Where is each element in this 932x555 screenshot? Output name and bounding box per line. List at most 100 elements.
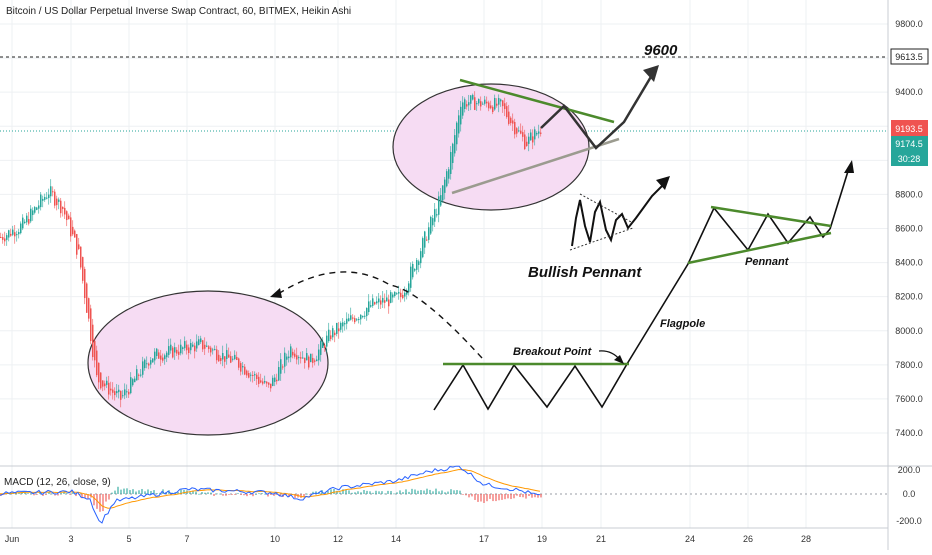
candle-body bbox=[208, 346, 210, 350]
time-tick-label: 14 bbox=[391, 534, 401, 544]
macd-histogram-bar bbox=[450, 489, 452, 494]
candles bbox=[0, 91, 542, 408]
price-tick-label: 8600.0 bbox=[895, 224, 923, 234]
candle-body bbox=[12, 229, 14, 235]
candle-body bbox=[442, 185, 444, 201]
candle-body bbox=[410, 266, 412, 288]
macd-histogram-bar bbox=[51, 493, 53, 495]
candle-body bbox=[290, 346, 292, 358]
macd-histogram-bar bbox=[195, 491, 197, 494]
candle-body bbox=[184, 341, 186, 349]
candle-body bbox=[24, 221, 26, 223]
candle-body bbox=[102, 380, 104, 387]
price-tick-label: 8000.0 bbox=[895, 326, 923, 336]
candle-body bbox=[380, 300, 382, 305]
macd-line bbox=[0, 465, 541, 524]
macd-histogram-bar bbox=[393, 493, 395, 495]
macd-histogram-bar bbox=[228, 494, 230, 495]
candle-body bbox=[338, 328, 340, 332]
macd-histogram-bar bbox=[141, 488, 143, 494]
candle-body bbox=[508, 111, 510, 124]
candle-body bbox=[204, 344, 206, 349]
macd-histogram-bar bbox=[522, 494, 524, 498]
candle-body bbox=[474, 97, 476, 110]
candle-body bbox=[134, 378, 136, 383]
macd-histogram-bar bbox=[183, 489, 185, 494]
candle-body bbox=[320, 340, 322, 355]
macd-histogram-bar bbox=[273, 494, 275, 496]
candle-body bbox=[480, 101, 482, 107]
macd-histogram-bar bbox=[324, 493, 326, 494]
breakout-point-label: Breakout Point bbox=[513, 346, 593, 358]
candle-body bbox=[42, 198, 44, 201]
candle-body bbox=[356, 319, 358, 321]
candle-body bbox=[100, 372, 102, 389]
candle-body bbox=[86, 283, 88, 313]
macd-histogram-bar bbox=[441, 490, 443, 494]
candle-body bbox=[304, 357, 306, 363]
macd-histogram-bar bbox=[30, 493, 32, 495]
macd-histogram-bar bbox=[255, 493, 257, 495]
candle-body bbox=[498, 98, 500, 105]
macd-histogram-bar bbox=[60, 493, 62, 494]
candle-body bbox=[318, 349, 320, 361]
macd-histogram-bar bbox=[504, 494, 506, 500]
candle-body bbox=[156, 348, 158, 357]
candle-body bbox=[200, 338, 202, 343]
candle-body bbox=[60, 200, 62, 214]
macd-histogram-bar bbox=[147, 489, 149, 494]
candle-body bbox=[160, 355, 162, 360]
macd-histogram-bar bbox=[507, 494, 509, 499]
candle-body bbox=[132, 379, 134, 386]
macd-histogram-bar bbox=[384, 493, 386, 495]
candle-body bbox=[220, 358, 222, 361]
macd-histogram-bar bbox=[357, 491, 359, 494]
candle-body bbox=[122, 395, 124, 397]
candle-body bbox=[394, 291, 396, 297]
candle-body bbox=[488, 102, 490, 109]
candle-body bbox=[398, 291, 400, 294]
candle-body bbox=[532, 136, 534, 143]
candle-body bbox=[506, 106, 508, 118]
macd-histogram-bar bbox=[489, 494, 491, 499]
candle-body bbox=[316, 359, 318, 362]
candle-body bbox=[520, 130, 522, 134]
price-tick-label: 7600.0 bbox=[895, 394, 923, 404]
candle-body bbox=[366, 307, 368, 317]
candle-body bbox=[462, 102, 464, 116]
macd-histogram-bar bbox=[63, 492, 65, 494]
macd-histogram-bar bbox=[246, 494, 248, 497]
candle-body bbox=[438, 196, 440, 215]
pennant-upper-trendline bbox=[459, 78, 615, 124]
pennant-lower-trendline bbox=[451, 137, 620, 195]
candle-body bbox=[500, 99, 502, 102]
macd-histogram-bar bbox=[48, 492, 50, 494]
candle-body bbox=[408, 283, 410, 293]
macd-histogram-bar bbox=[138, 490, 140, 494]
macd-histogram-bar bbox=[117, 486, 119, 494]
candle-body bbox=[228, 354, 230, 358]
price-axis: 9800.09600.09400.09200.09000.08800.08600… bbox=[895, 19, 923, 526]
candle-body bbox=[460, 106, 462, 125]
candle-body bbox=[138, 374, 140, 376]
candle-body bbox=[514, 122, 516, 135]
candle-body bbox=[428, 227, 430, 240]
macd-histogram-bar bbox=[237, 493, 239, 494]
candle-body bbox=[10, 233, 12, 236]
candle-body bbox=[194, 345, 196, 352]
candle-body bbox=[490, 105, 492, 109]
candle-body bbox=[218, 354, 220, 362]
candle-body bbox=[314, 360, 316, 362]
breakout-pointer-arrowhead bbox=[614, 355, 624, 364]
macd-histogram-bar bbox=[39, 492, 41, 494]
candle-body bbox=[288, 356, 290, 359]
candle-body bbox=[446, 171, 448, 187]
candle-body bbox=[250, 374, 252, 376]
bullish-pennant-icon-lower-dots bbox=[569, 227, 634, 251]
bullish-pennant-icon-upper-dots bbox=[579, 193, 634, 224]
candle-body bbox=[350, 315, 352, 320]
candle-body bbox=[112, 389, 114, 393]
candle-body bbox=[400, 292, 402, 298]
time-axis: Jun 3 5 7 10 12 14 17 19 21 24 26 28 bbox=[5, 534, 811, 544]
candle-body bbox=[2, 237, 4, 240]
